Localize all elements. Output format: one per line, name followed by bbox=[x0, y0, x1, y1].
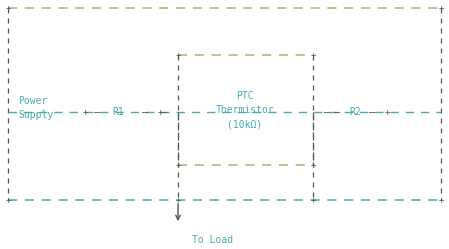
Text: –: – bbox=[369, 107, 375, 117]
Text: +: + bbox=[384, 108, 390, 117]
Text: –: – bbox=[324, 107, 330, 117]
Text: R1: R1 bbox=[112, 107, 124, 117]
Text: +: + bbox=[310, 51, 316, 60]
Text: +: + bbox=[175, 161, 180, 170]
Text: PTC
Thermistor
(10kΩ): PTC Thermistor (10kΩ) bbox=[216, 91, 274, 129]
Text: +: + bbox=[310, 161, 316, 170]
Text: +: + bbox=[157, 108, 163, 117]
Text: –: – bbox=[142, 107, 148, 117]
Text: +: + bbox=[438, 3, 444, 12]
Text: To Load: To Load bbox=[192, 235, 233, 245]
Text: +: + bbox=[5, 3, 11, 12]
Text: +: + bbox=[438, 195, 444, 204]
Text: +: + bbox=[175, 51, 180, 60]
Text: +: + bbox=[82, 108, 88, 117]
Text: R2: R2 bbox=[349, 107, 361, 117]
Text: +: + bbox=[175, 195, 180, 204]
Text: Power
Supply: Power Supply bbox=[18, 96, 53, 120]
Text: –: – bbox=[161, 107, 167, 117]
Text: –: – bbox=[94, 107, 100, 117]
Text: –: – bbox=[334, 107, 340, 117]
Text: +: + bbox=[310, 195, 316, 204]
Text: +: + bbox=[5, 195, 11, 204]
